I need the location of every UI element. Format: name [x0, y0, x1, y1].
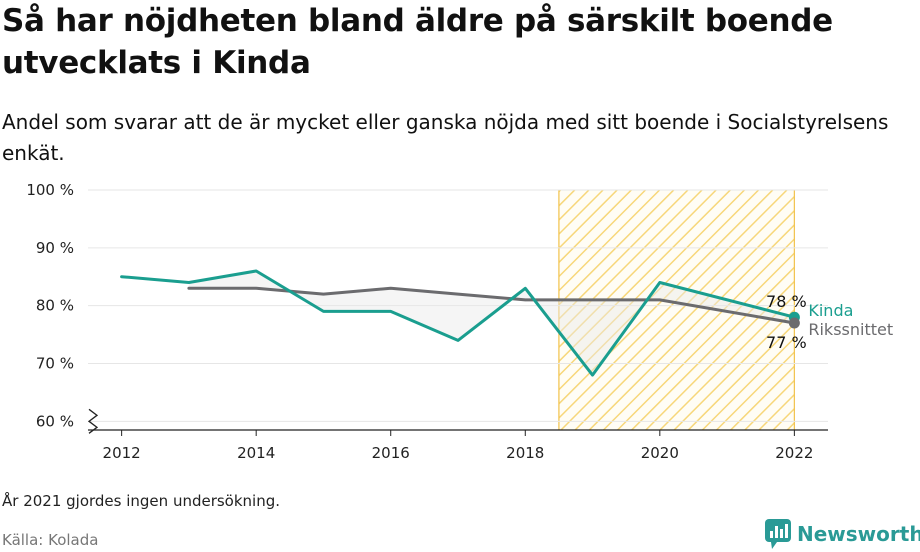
chart-source: Källa: Kolada [2, 531, 99, 549]
brand-chat-chart-icon [765, 519, 791, 549]
axes: 60 % 70 % 80 % 90 % 100 % 2012 2014 2016 2018 202… [26, 181, 828, 462]
highlight-region [558, 190, 795, 430]
chart-note: År 2021 gjordes ingen undersökning. [2, 492, 281, 510]
end-value-label: 78 % [766, 292, 807, 311]
y-tick-label: 70 % [36, 354, 74, 372]
brand-name: Newsworthy [797, 522, 920, 546]
brand-logo: Newsworthy [764, 518, 920, 550]
series-name-label: Rikssnittet [808, 320, 893, 339]
x-tick-label: 2020 [641, 444, 679, 462]
chart-subtitle: Andel som svarar att de är mycket eller … [2, 110, 889, 165]
x-tick-label: 2014 [237, 444, 275, 462]
highlight-hatch [558, 190, 795, 430]
y-tick-label: 90 % [36, 239, 74, 257]
x-tick-label: 2018 [506, 444, 544, 462]
x-tick-label: 2016 [372, 444, 410, 462]
series-line-kinda [120, 269, 796, 377]
end-point-rikssnittet [788, 317, 800, 329]
y-tick-label: 60 % [36, 412, 74, 430]
chart-title: Så har nöjdheten bland äldre på särskilt… [2, 3, 833, 81]
y-tick-label: 80 % [36, 297, 74, 315]
difference-fill [188, 271, 795, 374]
line-chart: 60 % 70 % 80 % 90 % 100 % 2012 2014 2016 2018 202… [26, 181, 893, 462]
y-axis-break-icon [87, 408, 99, 434]
x-tick-label: 2012 [103, 444, 141, 462]
series-name-label: Kinda [808, 301, 853, 320]
series-lines [120, 269, 800, 377]
series-line-rikssnittet [187, 286, 796, 325]
gridlines [88, 189, 828, 422]
x-tick-label: 2022 [775, 444, 813, 462]
difference-area [188, 271, 795, 374]
y-tick-label: 100 % [26, 181, 74, 199]
end-value-label: 77 % [766, 333, 807, 352]
